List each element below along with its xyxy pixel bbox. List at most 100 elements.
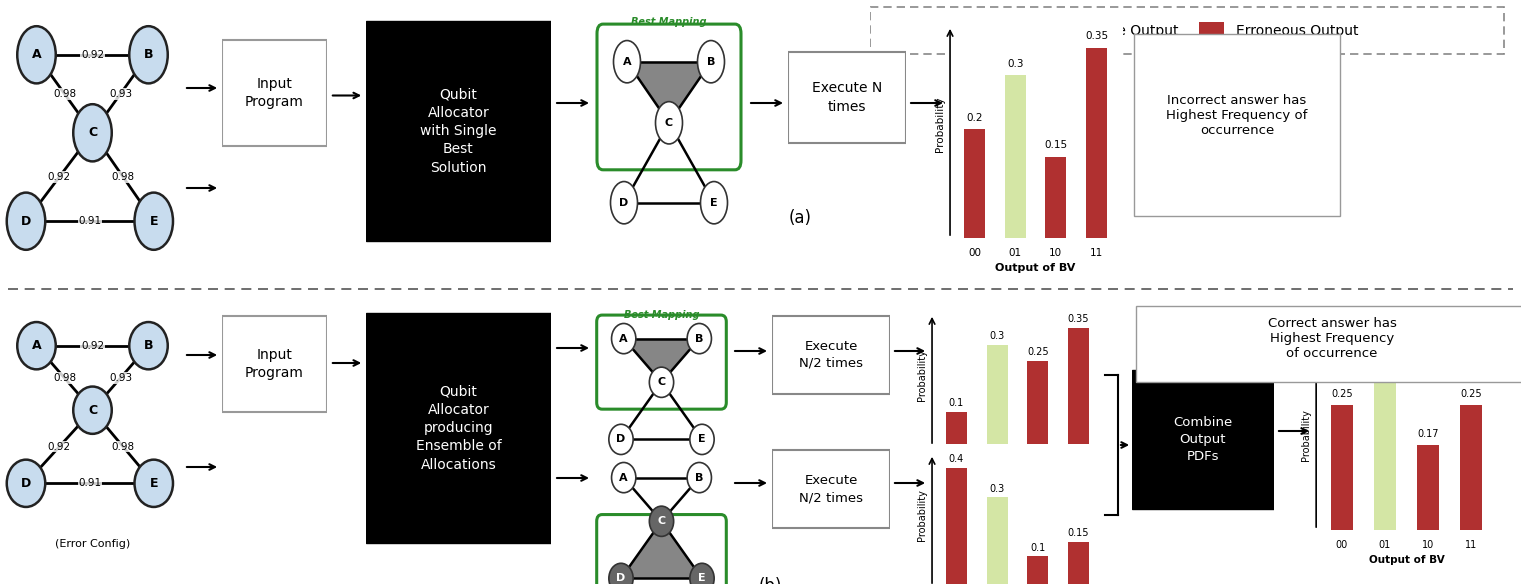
Text: E: E [149, 477, 158, 490]
Text: B: B [695, 333, 704, 343]
Text: 0.3: 0.3 [1007, 58, 1024, 69]
Circle shape [691, 425, 715, 454]
Circle shape [134, 193, 173, 250]
Bar [1004, 75, 1025, 238]
Text: 0.98: 0.98 [111, 172, 135, 182]
Text: 0.91: 0.91 [78, 478, 102, 488]
Polygon shape [627, 62, 710, 123]
Text: A: A [32, 339, 41, 352]
Circle shape [613, 40, 640, 83]
Text: 0.4: 0.4 [949, 454, 964, 464]
Circle shape [608, 564, 633, 584]
Text: 0.92: 0.92 [81, 340, 103, 351]
Text: Qubit
Allocator
with Single
Best
Solution: Qubit Allocator with Single Best Solutio… [420, 87, 497, 175]
Text: 0.15: 0.15 [1068, 528, 1089, 538]
Text: 0.35: 0.35 [1084, 32, 1109, 41]
Text: D: D [21, 477, 30, 490]
Text: 0.35: 0.35 [1068, 314, 1089, 324]
Bar [1045, 157, 1066, 238]
X-axis label: Output of BV: Output of BV [995, 263, 1075, 273]
Bar [1027, 361, 1048, 446]
Circle shape [17, 26, 56, 84]
FancyBboxPatch shape [773, 450, 890, 529]
Text: Execute
N/2 times: Execute N/2 times [799, 340, 862, 370]
Circle shape [687, 463, 712, 493]
Text: 0.92: 0.92 [47, 442, 71, 452]
Text: 0.3: 0.3 [990, 484, 1005, 493]
Bar [987, 497, 1008, 584]
FancyBboxPatch shape [1132, 370, 1275, 509]
Text: 0.93: 0.93 [110, 373, 132, 383]
Circle shape [691, 564, 715, 584]
Bar [1086, 48, 1107, 238]
Text: E: E [698, 573, 706, 583]
Bar [946, 412, 967, 446]
Circle shape [6, 193, 46, 250]
Text: B: B [695, 472, 704, 482]
Circle shape [698, 40, 724, 83]
Text: E: E [698, 434, 706, 444]
FancyBboxPatch shape [367, 20, 551, 241]
Text: C: C [657, 377, 666, 387]
Text: 0.1: 0.1 [949, 398, 964, 408]
Text: Best Mapping: Best Mapping [631, 17, 707, 27]
Text: 0.1: 0.1 [1030, 543, 1045, 553]
FancyBboxPatch shape [222, 40, 327, 146]
Circle shape [687, 324, 712, 354]
Text: E: E [710, 198, 718, 208]
Text: D: D [619, 198, 628, 208]
Text: D: D [616, 573, 625, 583]
Bar [964, 130, 986, 238]
X-axis label: Output of BV: Output of BV [1369, 555, 1445, 565]
Legend: Error Free Output, Erroneous Output: Error Free Output, Erroneous Output [1016, 17, 1364, 43]
Bar [1460, 405, 1483, 530]
Text: A: A [619, 333, 628, 343]
Text: Execute N
times: Execute N times [812, 81, 882, 114]
Y-axis label: Probability: Probability [935, 96, 945, 152]
Text: B: B [144, 48, 154, 61]
Text: Correct answer has
Highest Frequency
of occurrence: Correct answer has Highest Frequency of … [1267, 317, 1396, 360]
Text: (a): (a) [788, 209, 812, 227]
Text: 0.3: 0.3 [1378, 364, 1393, 374]
Text: A: A [32, 48, 41, 61]
FancyBboxPatch shape [773, 315, 890, 394]
Text: 0.98: 0.98 [53, 373, 76, 383]
Circle shape [134, 460, 173, 507]
Bar [1068, 541, 1089, 584]
Circle shape [17, 322, 56, 369]
Circle shape [649, 367, 674, 397]
Text: B: B [144, 339, 154, 352]
Bar [1068, 328, 1089, 446]
Circle shape [611, 463, 636, 493]
Circle shape [701, 182, 727, 224]
Text: 0.15: 0.15 [1045, 140, 1068, 150]
Text: 0.25: 0.25 [1027, 347, 1048, 357]
Text: Best Mapping: Best Mapping [624, 310, 700, 320]
Text: 0.92: 0.92 [81, 50, 103, 60]
Text: Incorrect answer has
Highest Frequency of
occurrence: Incorrect answer has Highest Frequency o… [1167, 94, 1308, 137]
Circle shape [73, 104, 111, 161]
Text: D: D [616, 434, 625, 444]
Text: (b): (b) [759, 577, 782, 584]
Text: 0.2: 0.2 [966, 113, 983, 123]
Text: A: A [622, 57, 631, 67]
FancyBboxPatch shape [367, 313, 551, 543]
Bar [1418, 445, 1439, 530]
Circle shape [656, 102, 683, 144]
Text: 0.93: 0.93 [110, 89, 132, 99]
Text: 0.91: 0.91 [78, 216, 102, 226]
Circle shape [649, 506, 674, 536]
Text: Execute
N/2 times: Execute N/2 times [799, 474, 862, 504]
Y-axis label: Probability: Probability [917, 349, 928, 401]
Text: C: C [665, 118, 674, 128]
FancyBboxPatch shape [870, 7, 1504, 54]
Circle shape [129, 26, 167, 84]
Text: B: B [707, 57, 715, 67]
Text: C: C [88, 404, 97, 417]
FancyBboxPatch shape [1135, 34, 1340, 216]
Text: Input
Program: Input Program [245, 348, 304, 380]
Circle shape [129, 322, 167, 369]
Bar [946, 468, 967, 584]
Text: C: C [657, 516, 666, 526]
Text: E: E [149, 215, 158, 228]
